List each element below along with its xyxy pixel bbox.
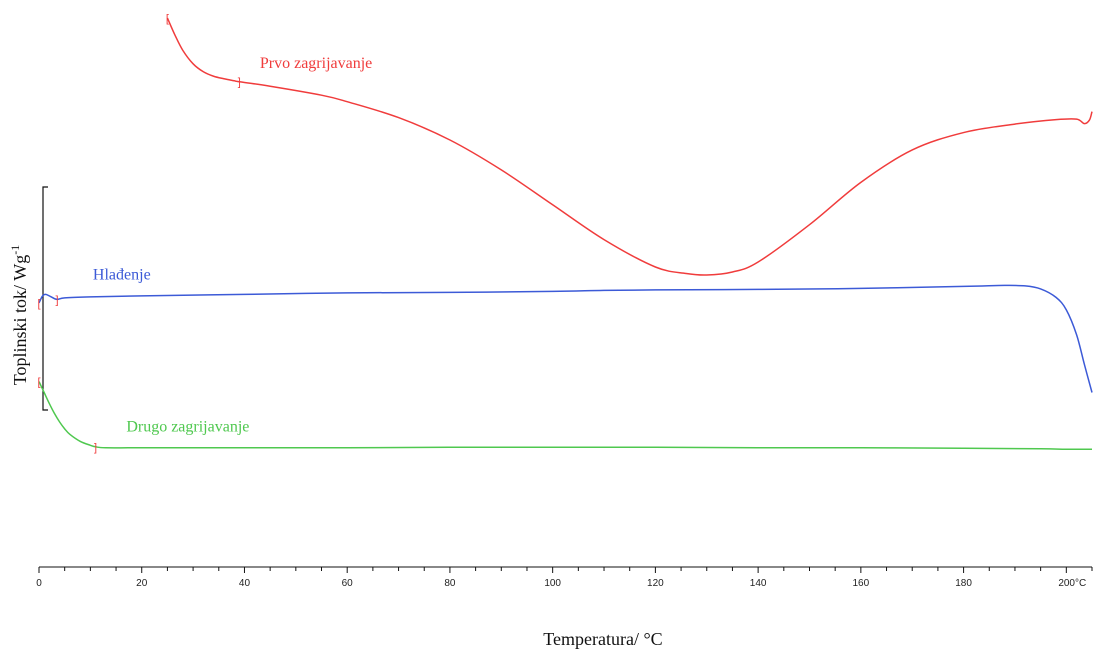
x-tick-label: 40 <box>239 578 251 589</box>
y-axis-title: Toplinski tok/ Wg-1 <box>8 245 30 385</box>
x-axis: 0 20 40 60 80 100 120 140 160 180 200°C <box>36 566 1093 589</box>
y-scale-bar <box>42 186 48 411</box>
range-marker: ] <box>55 294 58 306</box>
x-tick-label: 200°C <box>1058 578 1086 589</box>
x-tick-label: 160 <box>853 578 870 589</box>
series-line-prvo-zagrijavanje <box>166 17 1093 276</box>
range-marker: ] <box>238 77 241 89</box>
series-line-drugo-zagrijavanje <box>38 381 1093 451</box>
series-label-drugo-zagrijavanje: Drugo zagrijavanje <box>126 418 249 435</box>
x-tick-label: 0 <box>36 578 42 589</box>
series-line-hla-enje <box>38 284 1093 393</box>
x-tick-label: 20 <box>136 578 148 589</box>
x-tick-label: 180 <box>955 578 972 589</box>
series-layer <box>38 17 1093 451</box>
y-axis-title-main: Toplinski tok/ Wg <box>10 255 30 385</box>
series-label-prvo-zagrijavanje: Prvo zagrijavanje <box>260 55 372 72</box>
x-axis-title: Temperatura/ °C <box>543 629 662 649</box>
series-label-hla-enje: Hlađenje <box>93 266 151 283</box>
x-tick-label: 80 <box>444 578 456 589</box>
series-labels: Prvo zagrijavanje Hlađenje Drugo zagrijava… <box>93 55 372 436</box>
y-scale-bracket <box>42 186 48 411</box>
x-tick-label: 60 <box>342 578 354 589</box>
range-marker: ] <box>94 442 97 454</box>
x-tick-label: 100 <box>544 578 561 589</box>
range-markers: [] [] [] <box>37 13 240 454</box>
range-marker: [ <box>37 377 40 389</box>
range-marker: [ <box>166 13 169 25</box>
x-tick-label: 140 <box>750 578 767 589</box>
y-axis-title-superscript: -1 <box>8 245 22 255</box>
range-marker: [ <box>37 298 40 310</box>
x-tick-label: 120 <box>647 578 664 589</box>
